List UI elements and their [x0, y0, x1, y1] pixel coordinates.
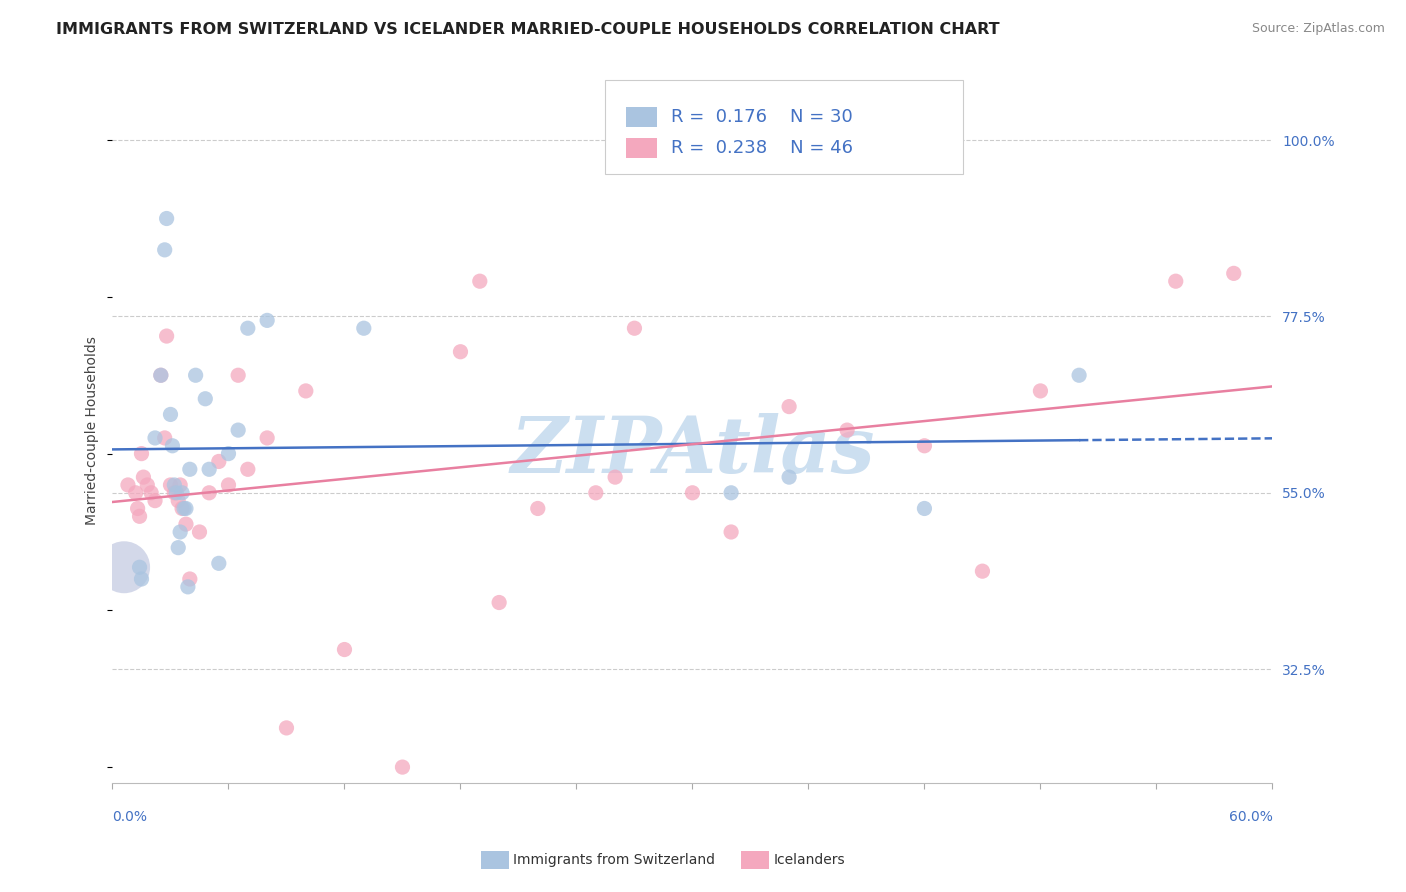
Point: [236, 321, 259, 335]
Point: [835, 423, 858, 437]
Point: [131, 447, 153, 461]
Point: [174, 501, 197, 516]
Point: [450, 344, 472, 359]
Point: [112, 560, 135, 574]
Point: [162, 439, 184, 453]
Point: [585, 485, 607, 500]
Point: [208, 454, 231, 468]
Point: [179, 572, 201, 586]
Point: [208, 557, 231, 571]
Point: [173, 501, 195, 516]
Point: [141, 485, 163, 500]
Point: [153, 431, 176, 445]
Point: [1164, 274, 1187, 288]
Point: [128, 509, 150, 524]
Point: [172, 485, 194, 500]
Point: [136, 478, 159, 492]
Text: Source: ZipAtlas.com: Source: ZipAtlas.com: [1251, 22, 1385, 36]
Point: [333, 642, 356, 657]
Point: [198, 462, 221, 476]
Point: [226, 368, 249, 383]
Point: [1222, 266, 1244, 280]
Text: Icelanders: Icelanders: [773, 853, 845, 867]
Point: [149, 368, 172, 383]
Point: [159, 408, 181, 422]
Point: [128, 560, 150, 574]
Point: [605, 470, 627, 484]
Point: [194, 392, 217, 406]
Point: [156, 211, 179, 226]
Point: [972, 564, 994, 578]
Point: [488, 595, 510, 609]
Point: [778, 400, 800, 414]
Text: 60.0%: 60.0%: [1229, 810, 1272, 824]
Point: [127, 501, 149, 516]
Point: [527, 501, 550, 516]
Point: [912, 501, 935, 516]
Point: [1029, 384, 1052, 398]
Point: [188, 524, 211, 539]
Point: [256, 313, 278, 327]
Text: Immigrants from Switzerland: Immigrants from Switzerland: [513, 853, 716, 867]
Point: [117, 478, 139, 492]
Point: [159, 478, 181, 492]
Point: [163, 478, 186, 492]
Point: [218, 447, 240, 461]
Point: [169, 524, 191, 539]
Point: [623, 321, 645, 335]
Point: [353, 321, 375, 335]
Point: [256, 431, 278, 445]
Point: [143, 431, 166, 445]
Point: [236, 462, 259, 476]
Text: R =  0.176    N = 30: R = 0.176 N = 30: [671, 108, 852, 126]
Point: [226, 423, 249, 437]
Point: [720, 485, 742, 500]
Point: [131, 572, 153, 586]
Text: 0.0%: 0.0%: [112, 810, 148, 824]
Point: [778, 470, 800, 484]
Text: ZIPAtlas: ZIPAtlas: [510, 413, 875, 490]
Point: [167, 493, 190, 508]
Y-axis label: Married-couple Households: Married-couple Households: [86, 335, 100, 524]
Point: [295, 384, 318, 398]
Point: [218, 478, 240, 492]
Text: R =  0.238    N = 46: R = 0.238 N = 46: [671, 139, 852, 157]
Point: [125, 485, 148, 500]
Point: [1067, 368, 1090, 383]
Point: [172, 501, 194, 516]
Point: [132, 470, 155, 484]
Text: IMMIGRANTS FROM SWITZERLAND VS ICELANDER MARRIED-COUPLE HOUSEHOLDS CORRELATION C: IMMIGRANTS FROM SWITZERLAND VS ICELANDER…: [56, 22, 1000, 37]
Point: [179, 462, 201, 476]
Point: [720, 524, 742, 539]
Point: [149, 368, 172, 383]
Point: [156, 329, 179, 343]
Point: [143, 493, 166, 508]
Point: [167, 541, 190, 555]
Point: [912, 439, 935, 453]
Point: [169, 478, 191, 492]
Point: [165, 485, 187, 500]
Point: [177, 580, 200, 594]
Point: [153, 243, 176, 257]
Point: [276, 721, 298, 735]
Point: [391, 760, 413, 774]
Point: [681, 485, 703, 500]
Point: [174, 517, 197, 532]
Point: [184, 368, 207, 383]
Point: [163, 485, 186, 500]
Point: [468, 274, 491, 288]
Point: [198, 485, 221, 500]
